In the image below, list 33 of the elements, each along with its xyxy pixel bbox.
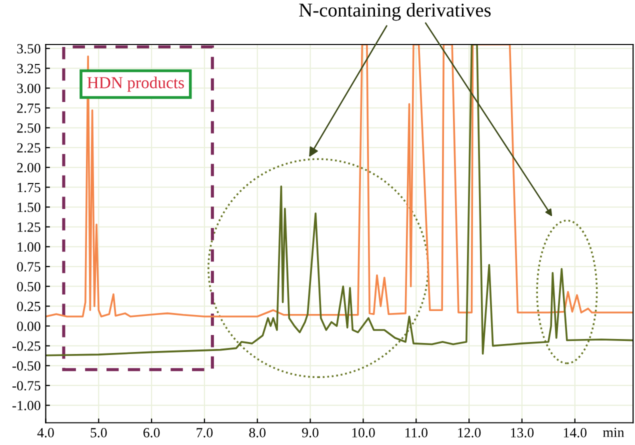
y-tick-label: 0.00 [17,322,40,332]
y-tick-label: 0.50 [17,282,40,292]
x-tick-label: 7.0 [196,428,213,438]
x-tick-label: 4.0 [37,428,54,438]
y-tick-label: 1.25 [18,222,40,232]
x-tick-label: 12.0 [458,428,481,438]
annotation: HDN products [87,76,184,92]
x-tick-label: 11.0 [405,428,428,438]
x-tick-label: 5.0 [90,428,107,438]
y-tick-label: 3.00 [17,84,40,94]
y-tick-label: 2.25 [17,143,40,153]
x-tick-label: 8.0 [249,428,266,438]
y-tick-label: -0.50 [12,361,40,371]
text: N-containing derivatives [299,3,491,21]
x-axis-title: min [602,428,624,437]
y-tick-label: -0.75 [12,381,40,390]
y-tick-label: 0.25 [17,302,40,312]
y-tick-label: -1.00 [12,400,40,410]
x-tick-label: 6.0 [143,428,160,438]
y-tick-label: 2.50 [17,123,40,133]
y-tick-label: 1.50 [18,202,40,212]
x-tick-label: 14.0 [564,428,587,438]
x-tick-label: 13.0 [511,428,534,438]
x-tick-label: 9.0 [302,428,318,438]
y-tick-label: -0.25 [12,341,40,351]
y-tick-label: 3.25 [17,64,40,74]
y-tick-label: 1.75 [18,182,40,192]
y-tick-label: 1.00 [18,242,40,252]
y-tick-label: 2.75 [17,104,40,113]
y-tick-label: 0.75 [17,262,40,272]
y-tick-label: 3.50 [17,44,40,54]
x-tick-label: 10.0 [352,428,375,438]
y-tick-label: 2.00 [17,162,40,172]
